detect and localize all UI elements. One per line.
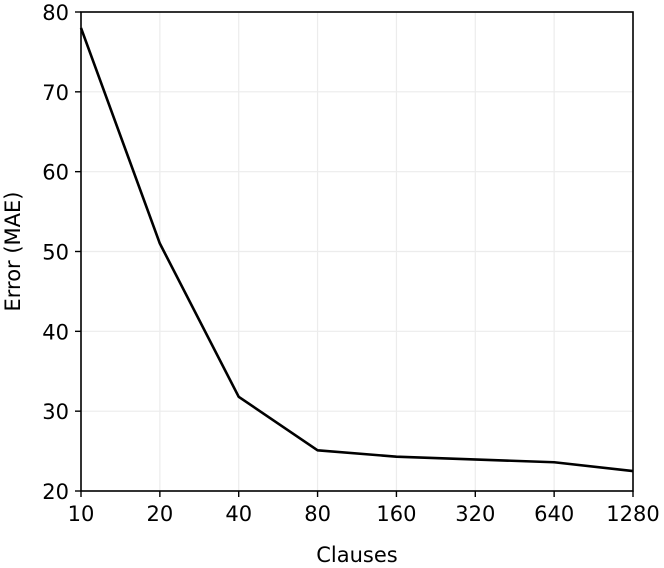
y-tick-label: 70 xyxy=(42,81,69,105)
x-axis-label: Clauses xyxy=(316,543,397,567)
y-tick-label: 20 xyxy=(42,480,69,504)
y-tick-label: 80 xyxy=(42,1,69,25)
y-tick-label: 30 xyxy=(42,400,69,424)
grid-layer xyxy=(80,11,634,492)
x-tick-label: 80 xyxy=(304,502,331,526)
x-tick-label: 10 xyxy=(68,502,95,526)
x-tick-label: 20 xyxy=(146,502,173,526)
y-tick-label: 60 xyxy=(42,161,69,185)
y-tick-label: 50 xyxy=(42,241,69,265)
x-tick-label: 1280 xyxy=(606,502,659,526)
x-tick-label: 40 xyxy=(225,502,252,526)
series-layer xyxy=(79,27,634,473)
x-tick-label: 320 xyxy=(455,502,495,526)
series-line xyxy=(79,27,634,473)
y-axis-label: Error (MAE) xyxy=(1,191,25,311)
x-tick-label: 640 xyxy=(534,502,574,526)
y-tick-label: 40 xyxy=(42,320,69,344)
x-tick-label: 160 xyxy=(376,502,416,526)
